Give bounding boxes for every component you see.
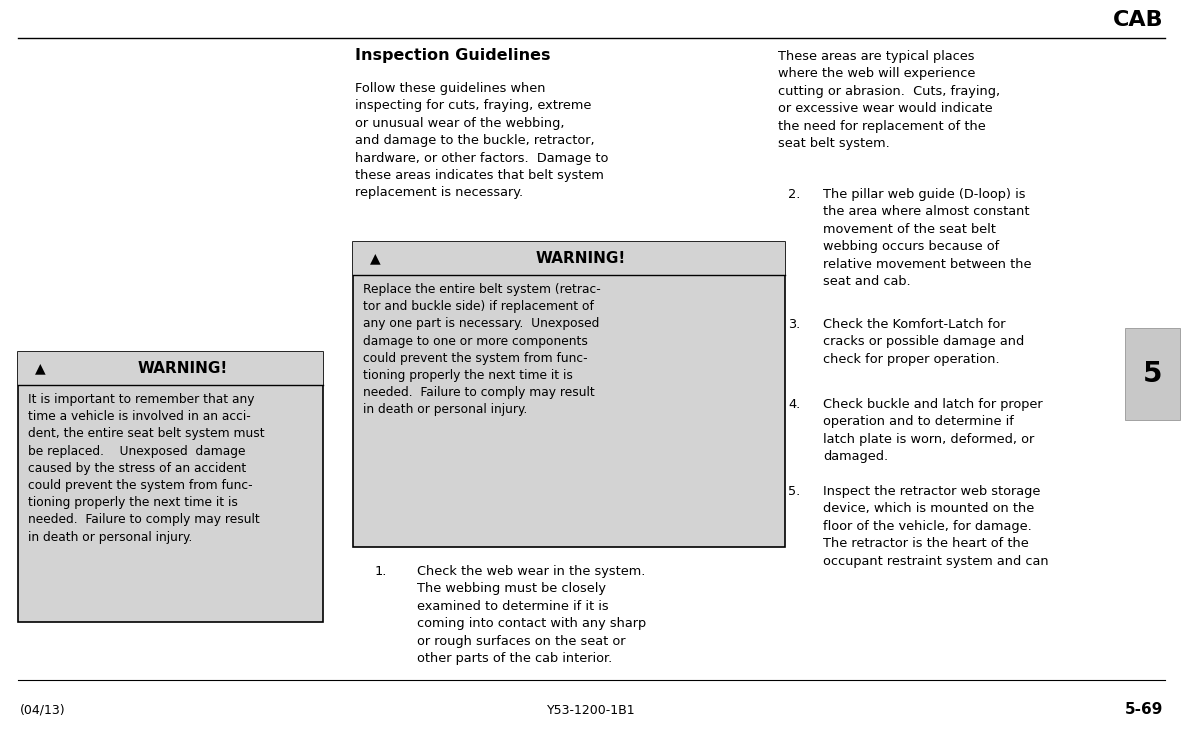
Text: Check buckle and latch for proper
operation and to determine if
latch plate is w: Check buckle and latch for proper operat…	[823, 398, 1042, 463]
Text: 4.: 4.	[788, 398, 800, 411]
Text: WARNING!: WARNING!	[137, 361, 227, 376]
Text: 2.: 2.	[788, 188, 801, 201]
Text: The pillar web guide (D-loop) is
the area where almost constant
movement of the : The pillar web guide (D-loop) is the are…	[823, 188, 1032, 288]
Text: (04/13): (04/13)	[20, 703, 65, 717]
Text: Follow these guidelines when
inspecting for cuts, fraying, extreme
or unusual we: Follow these guidelines when inspecting …	[355, 82, 608, 199]
Text: 1.: 1.	[375, 565, 387, 578]
Bar	[18, 352, 323, 385]
Text: Inspection Guidelines: Inspection Guidelines	[355, 48, 550, 63]
Bar	[353, 242, 786, 547]
Text: These areas are typical places
where the web will experience
cutting or abrasion: These areas are typical places where the…	[778, 50, 1000, 150]
Text: Check the web wear in the system.
The webbing must be closely
examined to determ: Check the web wear in the system. The we…	[416, 565, 646, 665]
Text: ▲: ▲	[369, 252, 380, 266]
Bar	[353, 242, 786, 275]
Text: CAB: CAB	[1112, 10, 1163, 30]
Text: WARNING!: WARNING!	[536, 251, 626, 266]
Text: Check the Komfort-Latch for
cracks or possible damage and
check for proper opera: Check the Komfort-Latch for cracks or po…	[823, 318, 1024, 366]
Bar	[18, 352, 323, 622]
Text: It is important to remember that any
time a vehicle is involved in an acci-
dent: It is important to remember that any tim…	[28, 393, 265, 544]
Bar	[1125, 328, 1179, 420]
Text: 5: 5	[1143, 360, 1162, 388]
Text: Y53-1200-1B1: Y53-1200-1B1	[548, 703, 635, 717]
Text: 5-69: 5-69	[1125, 703, 1163, 717]
Text: ▲: ▲	[34, 362, 45, 376]
Text: 3.: 3.	[788, 318, 800, 331]
Text: 5.: 5.	[788, 485, 800, 498]
Text: Inspect the retractor web storage
device, which is mounted on the
floor of the v: Inspect the retractor web storage device…	[823, 485, 1048, 567]
Text: Replace the entire belt system (retrac-
tor and buckle side) if replacement of
a: Replace the entire belt system (retrac- …	[363, 283, 601, 417]
